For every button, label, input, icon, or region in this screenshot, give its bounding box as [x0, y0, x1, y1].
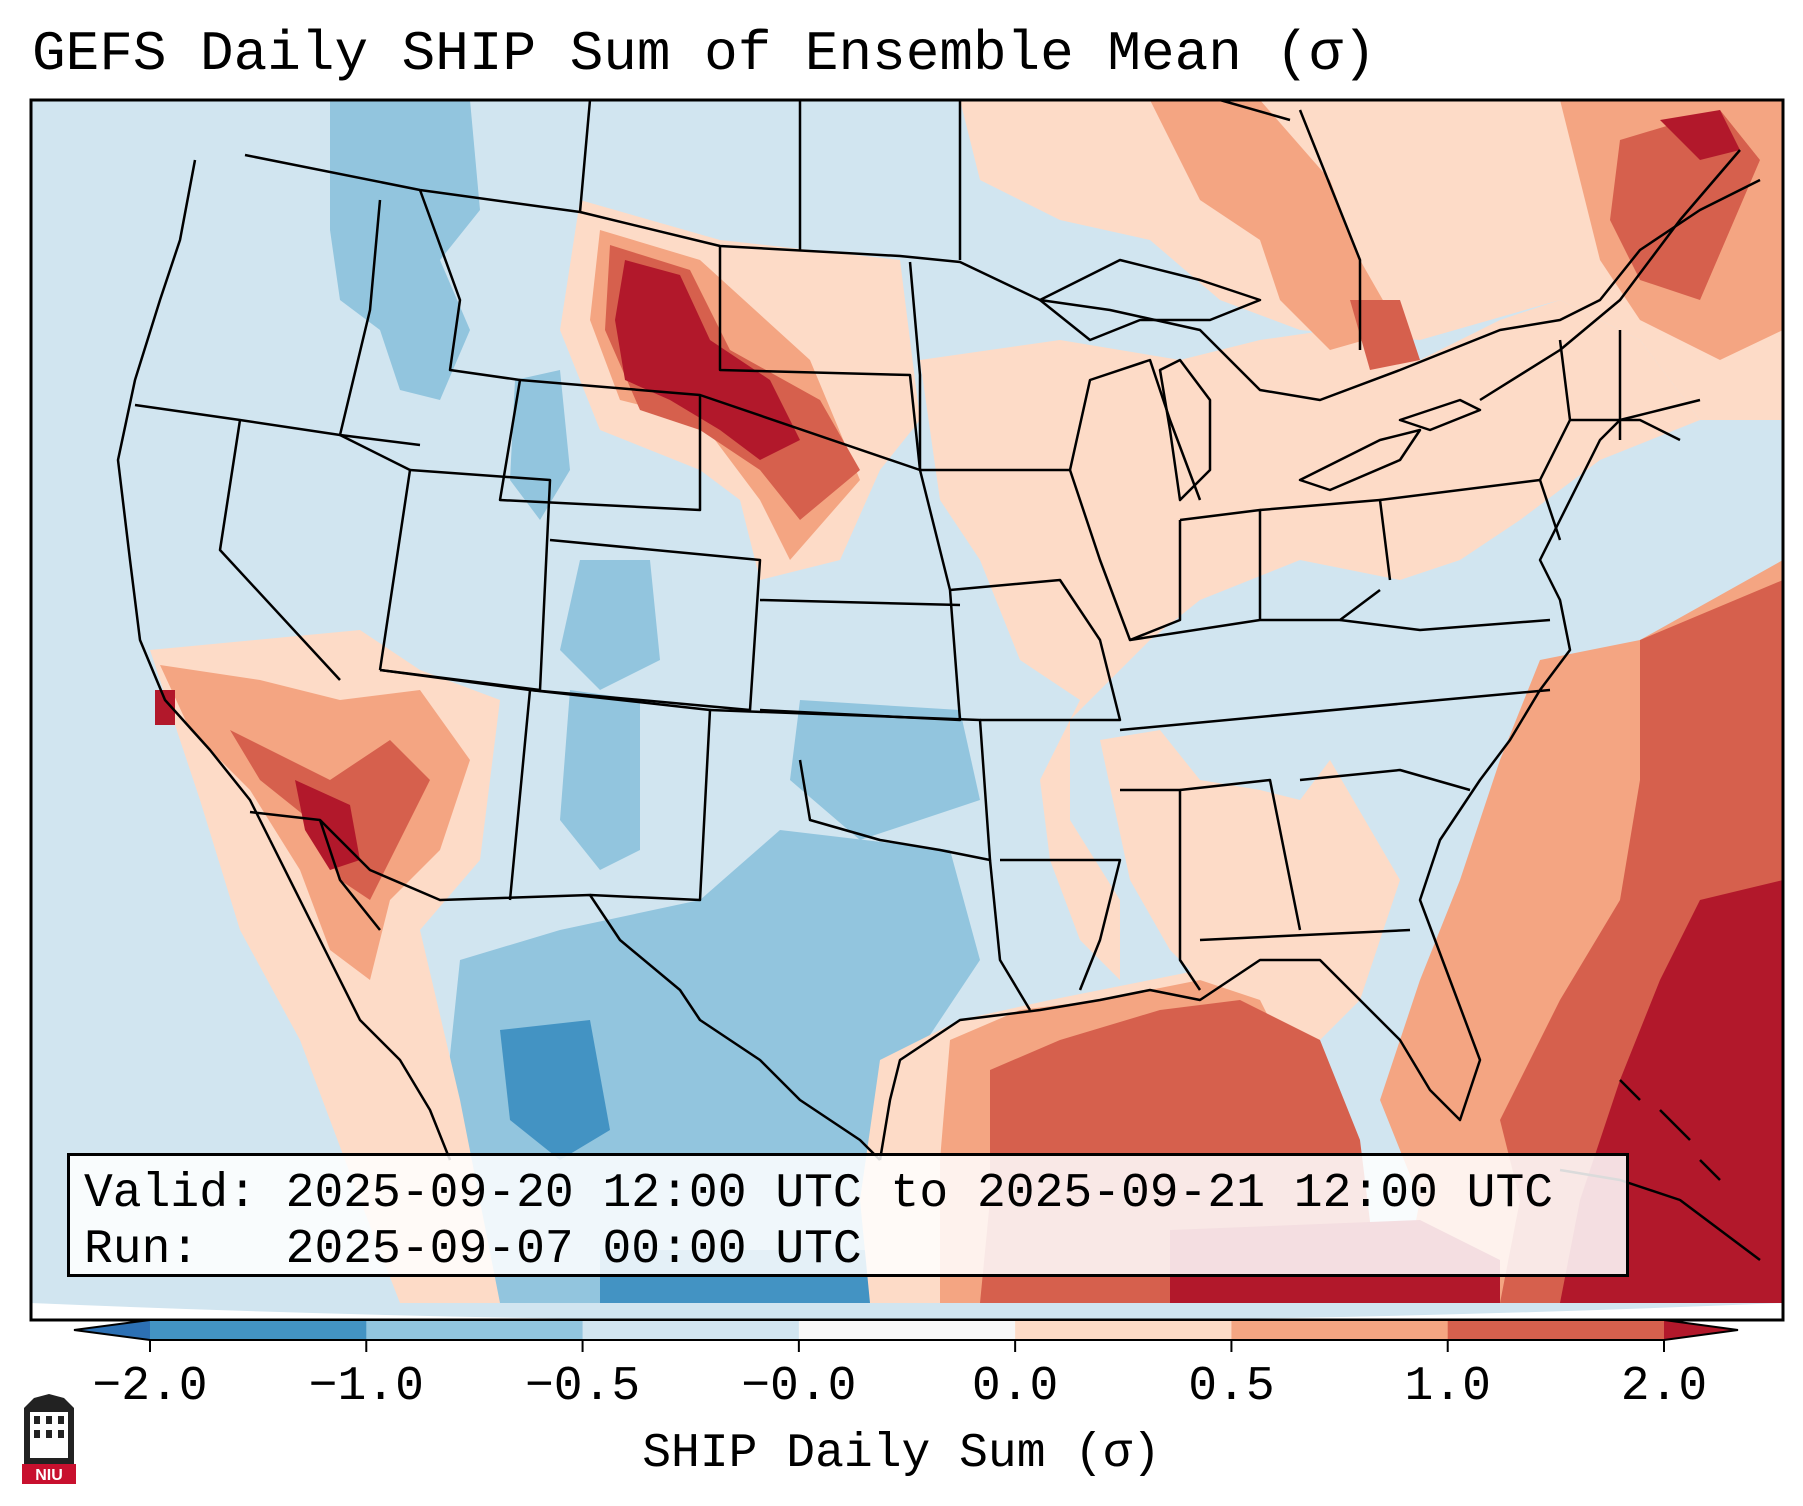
field-pos-quebec-3: [1660, 110, 1740, 160]
state-sd-ne: [699, 393, 921, 472]
bahamas: [1619, 1079, 1721, 1181]
field-pos-northern-plains-4: [615, 260, 800, 460]
canada-provinces: [578, 100, 1362, 350]
state-va: [1339, 618, 1551, 632]
field-pos-southwest-4: [155, 690, 175, 725]
ny-new-england: [1538, 330, 1681, 481]
valid-value: 2025-09-20 12:00 UTC to 2025-09-21 12:00…: [285, 1167, 1554, 1221]
state-nm-tx: [529, 688, 712, 902]
st-lawrence: [1479, 149, 1741, 402]
colorbar-bin: [150, 1320, 367, 1340]
colorbar-bin: [1447, 1320, 1665, 1340]
colorbar-tick-label: −0.5: [524, 1360, 641, 1414]
state-ms-al: [1120, 788, 1202, 991]
state-or-id: [338, 199, 382, 436]
field-pos-midwest: [920, 300, 1700, 980]
gulf-coast: [878, 398, 1701, 1161]
colorbar-tick-label: 0.5: [1188, 1360, 1275, 1414]
west-coast: [116, 159, 272, 841]
colorbar-bin: [582, 1320, 800, 1340]
state-wy: [498, 378, 702, 512]
field-neg-northwest: [330, 100, 480, 400]
state-tx-east: [988, 859, 1032, 1011]
state-mn-ia: [908, 261, 1070, 472]
colorbar-extend-low: [74, 1320, 150, 1340]
state-il-in: [1068, 469, 1182, 642]
field-pos-southeast: [1100, 730, 1400, 1060]
field-pos-southwest-5: [295, 780, 360, 870]
run-value: 2025-09-07 00:00 UTC: [285, 1223, 862, 1277]
field-pos-quebec-2: [1610, 110, 1760, 300]
state-al-ga: [1179, 778, 1302, 931]
colorbar-tick-label: −1.0: [308, 1360, 424, 1414]
logo-text: NIU: [35, 1467, 63, 1484]
boundaries: [116, 100, 1761, 1261]
colorbar-tick-label: −2.0: [92, 1360, 208, 1414]
niu-logo-icon: NIU: [22, 1394, 76, 1484]
map-title: GEFS Daily SHIP Sum of Ensemble Mean (σ): [32, 22, 1377, 86]
info-box: Valid: 2025-09-20 12:00 UTC to 2025-09-2…: [67, 1153, 1629, 1277]
colorbar-bin: [1231, 1320, 1449, 1340]
lake-michigan: [1158, 358, 1212, 502]
lake-ontario: [1398, 398, 1482, 432]
baja: [268, 819, 452, 1161]
run-label: Run:: [84, 1223, 200, 1277]
colorbar-extend-high: [1664, 1320, 1738, 1340]
lake-erie: [1298, 428, 1422, 492]
colorbar-tick-label: 1.0: [1404, 1360, 1491, 1414]
state-ne-ks: [759, 598, 961, 607]
mexico-border: [249, 810, 881, 1161]
field-pos-canada-east-2: [1150, 100, 1400, 350]
colorbar-bin: [366, 1320, 584, 1340]
state-nc-sc: [1299, 768, 1471, 792]
state-ar-la: [1000, 858, 1122, 991]
colorbar-label: SHIP Daily Sum (σ): [642, 1427, 1161, 1481]
state-wa-or: [134, 403, 421, 447]
colorbar: [73, 1319, 1739, 1352]
state-co: [529, 538, 762, 712]
field-neg-nm: [560, 690, 640, 870]
state-tn-ky: [1119, 688, 1551, 732]
state-wi-mi: [1068, 358, 1202, 501]
colorbar-bin: [1015, 1320, 1232, 1340]
ship-field: [31, 100, 1783, 1320]
field-pos-canada-east-3: [1350, 300, 1420, 370]
colorbar-bin: [798, 1320, 1016, 1340]
valid-label: Valid:: [84, 1167, 257, 1221]
colorbar-tick-label: 2.0: [1620, 1360, 1708, 1414]
run-line: Run: 2025-09-07 00:00 UTC: [84, 1222, 1626, 1278]
colorbar-tick-label: −0.0: [741, 1360, 857, 1414]
state-nv-ca: [218, 419, 341, 681]
state-ga-fl: [1199, 928, 1411, 942]
field-neg-oklahoma: [790, 700, 980, 840]
field-neg-strong: [500, 1020, 610, 1160]
lake-superior: [1038, 258, 1262, 342]
field-neg-colorado: [560, 560, 660, 690]
valid-line: Valid: 2025-09-20 12:00 UTC to 2025-09-2…: [84, 1166, 1626, 1222]
state-id-mt: [418, 189, 521, 382]
state-ia-mo: [949, 578, 1122, 722]
field-pos-canada-east: [960, 100, 1783, 420]
state-ky-oh: [1129, 589, 1381, 642]
field-neg-wyoming: [510, 370, 570, 520]
colorbar-tick-label: 0.0: [971, 1360, 1059, 1414]
us-canada-border: [244, 153, 1761, 402]
